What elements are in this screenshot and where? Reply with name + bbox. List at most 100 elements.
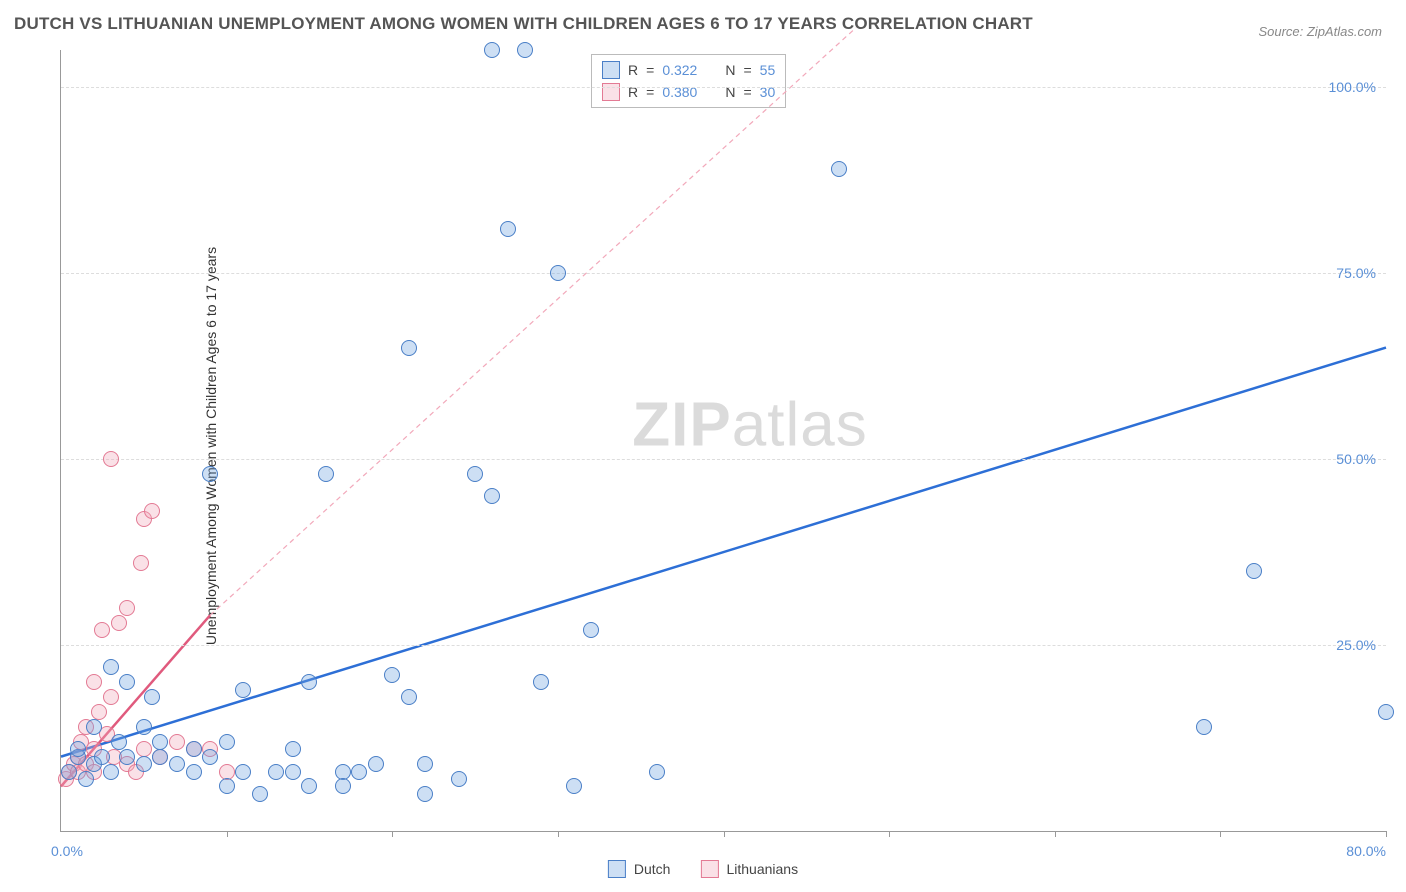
swatch-dutch — [602, 61, 620, 79]
source-attribution: Source: ZipAtlas.com — [1258, 24, 1382, 39]
swatch-lithuanians — [602, 83, 620, 101]
scatter-point-dutch — [78, 771, 94, 787]
scatter-point-lithuanians — [91, 704, 107, 720]
bottom-legend: Dutch Lithuanians — [608, 860, 798, 878]
scatter-point-dutch — [335, 778, 351, 794]
scatter-point-dutch — [484, 42, 500, 58]
scatter-point-lithuanians — [133, 555, 149, 571]
gridline-h — [61, 645, 1386, 646]
legend-label-lithuanians: Lithuanians — [726, 861, 798, 877]
scatter-point-lithuanians — [103, 689, 119, 705]
scatter-point-dutch — [186, 741, 202, 757]
x-tick — [227, 831, 228, 837]
trend-lines — [61, 50, 1386, 831]
chart-container: DUTCH VS LITHUANIAN UNEMPLOYMENT AMONG W… — [0, 0, 1406, 892]
scatter-point-dutch — [583, 622, 599, 638]
scatter-point-dutch — [152, 734, 168, 750]
scatter-point-dutch — [533, 674, 549, 690]
scatter-point-dutch — [119, 749, 135, 765]
scatter-point-dutch — [61, 764, 77, 780]
scatter-point-dutch — [119, 674, 135, 690]
scatter-point-dutch — [202, 466, 218, 482]
scatter-point-dutch — [384, 667, 400, 683]
scatter-point-dutch — [1378, 704, 1394, 720]
legend-item-lithuanians: Lithuanians — [700, 860, 798, 878]
scatter-point-dutch — [566, 778, 582, 794]
x-tick — [1055, 831, 1056, 837]
scatter-point-dutch — [268, 764, 284, 780]
scatter-point-dutch — [136, 756, 152, 772]
scatter-point-dutch — [301, 674, 317, 690]
x-tick — [724, 831, 725, 837]
scatter-point-dutch — [417, 786, 433, 802]
legend-label-dutch: Dutch — [634, 861, 671, 877]
scatter-point-dutch — [301, 778, 317, 794]
scatter-point-lithuanians — [144, 503, 160, 519]
stats-row-dutch: R = 0.322 N = 55 — [602, 59, 775, 81]
scatter-point-dutch — [103, 764, 119, 780]
watermark: ZIPatlas — [632, 389, 867, 460]
scatter-point-dutch — [152, 749, 168, 765]
scatter-point-dutch — [467, 466, 483, 482]
scatter-point-dutch — [235, 682, 251, 698]
scatter-point-lithuanians — [219, 764, 235, 780]
scatter-point-dutch — [649, 764, 665, 780]
scatter-point-dutch — [1196, 719, 1212, 735]
scatter-point-dutch — [831, 161, 847, 177]
scatter-point-dutch — [417, 756, 433, 772]
scatter-point-dutch — [368, 756, 384, 772]
scatter-point-dutch — [318, 466, 334, 482]
x-tick-label-max: 80.0% — [1346, 843, 1386, 859]
chart-title: DUTCH VS LITHUANIAN UNEMPLOYMENT AMONG W… — [14, 14, 1033, 34]
gridline-h — [61, 87, 1386, 88]
watermark-rest: atlas — [732, 390, 868, 459]
legend-item-dutch: Dutch — [608, 860, 671, 878]
scatter-point-dutch — [94, 749, 110, 765]
scatter-point-dutch — [252, 786, 268, 802]
y-tick-label: 75.0% — [1336, 265, 1376, 281]
scatter-point-dutch — [500, 221, 516, 237]
scatter-point-dutch — [219, 734, 235, 750]
scatter-point-dutch — [144, 689, 160, 705]
watermark-bold: ZIP — [632, 390, 731, 459]
scatter-point-lithuanians — [111, 615, 127, 631]
scatter-point-dutch — [484, 488, 500, 504]
x-tick-label-min: 0.0% — [51, 843, 83, 859]
scatter-point-dutch — [285, 741, 301, 757]
x-tick — [1386, 831, 1387, 837]
scatter-point-lithuanians — [86, 674, 102, 690]
x-tick — [889, 831, 890, 837]
scatter-point-dutch — [86, 719, 102, 735]
r-label: R — [628, 62, 638, 78]
scatter-point-dutch — [169, 756, 185, 772]
y-tick-label: 100.0% — [1329, 79, 1376, 95]
scatter-point-dutch — [103, 659, 119, 675]
scatter-point-dutch — [235, 764, 251, 780]
scatter-point-dutch — [70, 741, 86, 757]
dutch-n-value: 55 — [760, 62, 776, 78]
scatter-point-dutch — [550, 265, 566, 281]
scatter-point-dutch — [219, 778, 235, 794]
scatter-point-dutch — [401, 340, 417, 356]
swatch-dutch — [608, 860, 626, 878]
scatter-point-dutch — [136, 719, 152, 735]
n-label: N — [725, 62, 735, 78]
swatch-lithuanians — [700, 860, 718, 878]
y-tick-label: 50.0% — [1336, 451, 1376, 467]
scatter-point-lithuanians — [136, 741, 152, 757]
scatter-point-lithuanians — [94, 622, 110, 638]
scatter-point-lithuanians — [169, 734, 185, 750]
gridline-h — [61, 273, 1386, 274]
equals: = — [646, 62, 654, 78]
scatter-point-dutch — [401, 689, 417, 705]
stats-row-lithuanians: R = 0.380 N = 30 — [602, 81, 775, 103]
scatter-point-dutch — [335, 764, 351, 780]
dutch-r-value: 0.322 — [662, 62, 697, 78]
scatter-point-dutch — [186, 764, 202, 780]
x-tick — [558, 831, 559, 837]
stats-legend: R = 0.322 N = 55 R = 0.380 N = 30 — [591, 54, 786, 108]
x-tick — [392, 831, 393, 837]
scatter-point-lithuanians — [103, 451, 119, 467]
scatter-point-dutch — [202, 749, 218, 765]
x-tick — [1220, 831, 1221, 837]
